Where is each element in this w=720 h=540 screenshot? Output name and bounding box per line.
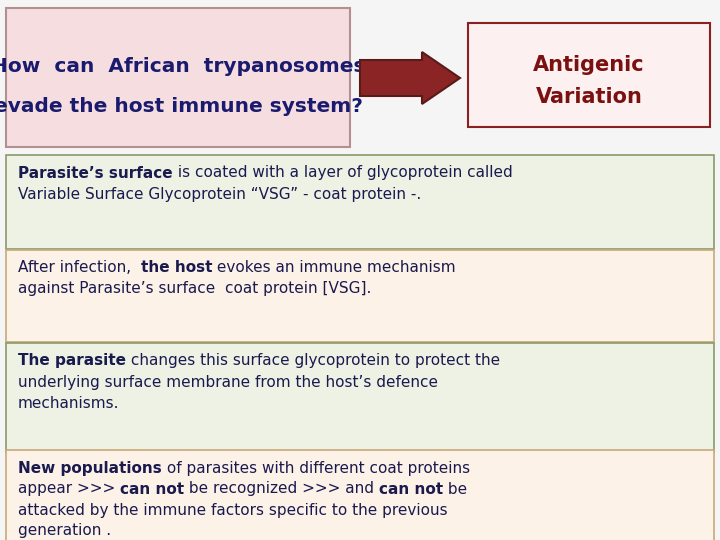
Text: Variable Surface Glycoprotein “VSG” - coat protein -.: Variable Surface Glycoprotein “VSG” - co…: [18, 186, 421, 201]
FancyBboxPatch shape: [6, 8, 350, 147]
Text: be: be: [444, 482, 467, 496]
Text: can not: can not: [379, 482, 444, 496]
FancyBboxPatch shape: [6, 250, 714, 342]
Text: appear >>>: appear >>>: [18, 482, 120, 496]
Text: of parasites with different coat proteins: of parasites with different coat protein…: [162, 461, 470, 476]
Text: evade the host immune system?: evade the host immune system?: [0, 98, 362, 117]
Text: underlying surface membrane from the host’s defence: underlying surface membrane from the hos…: [18, 375, 438, 389]
Text: the host: the host: [141, 260, 212, 275]
Text: against Parasite’s surface  coat protein [VSG].: against Parasite’s surface coat protein …: [18, 281, 372, 296]
Text: evokes an immune mechanism: evokes an immune mechanism: [212, 260, 456, 275]
Text: Antigenic: Antigenic: [534, 55, 645, 75]
Text: be recognized >>> and: be recognized >>> and: [184, 482, 379, 496]
FancyBboxPatch shape: [468, 23, 710, 127]
Text: Parasite’s surface: Parasite’s surface: [18, 165, 173, 180]
Text: attacked by the immune factors specific to the previous: attacked by the immune factors specific …: [18, 503, 448, 517]
Text: can not: can not: [120, 482, 184, 496]
FancyArrow shape: [360, 52, 460, 104]
Text: mechanisms.: mechanisms.: [18, 395, 120, 410]
Text: Variation: Variation: [536, 87, 642, 107]
Text: is coated with a layer of glycoprotein called: is coated with a layer of glycoprotein c…: [173, 165, 513, 180]
Text: generation .: generation .: [18, 523, 111, 538]
FancyBboxPatch shape: [6, 343, 714, 452]
Text: The parasite: The parasite: [18, 354, 126, 368]
FancyBboxPatch shape: [6, 450, 714, 540]
Text: After infection,: After infection,: [18, 260, 141, 275]
Text: New populations: New populations: [18, 461, 162, 476]
FancyBboxPatch shape: [6, 155, 714, 249]
Text: changes this surface glycoprotein to protect the: changes this surface glycoprotein to pro…: [126, 354, 500, 368]
Text: How  can  African  trypanosomes: How can African trypanosomes: [0, 57, 365, 77]
